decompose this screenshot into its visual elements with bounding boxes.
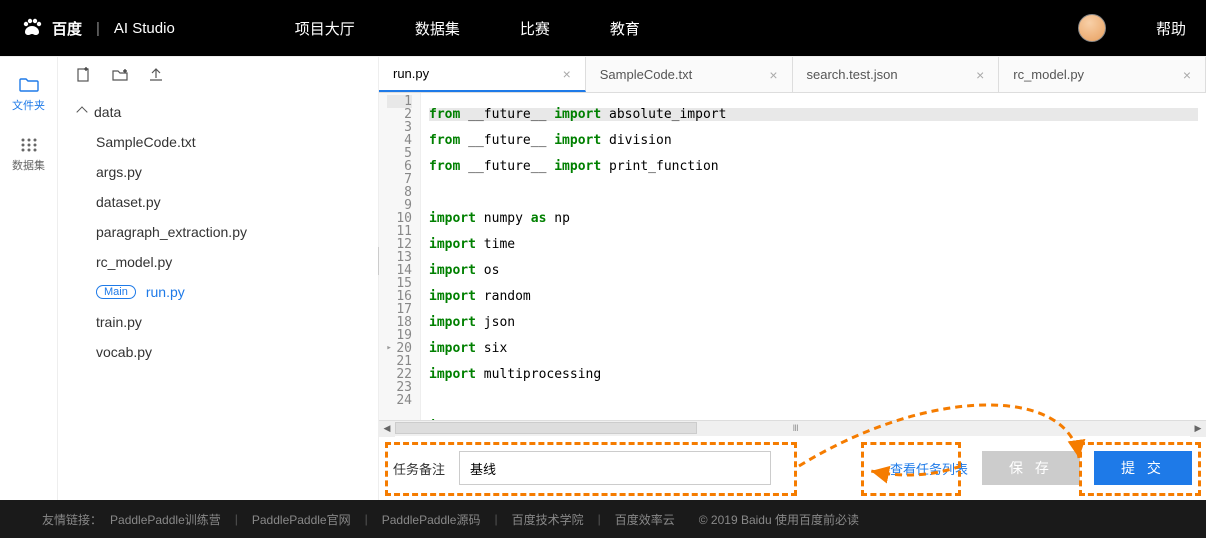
grid-icon [19, 137, 39, 153]
close-icon[interactable]: × [1183, 67, 1191, 83]
nav-datasets[interactable]: 数据集 [415, 18, 460, 39]
footer-link[interactable]: PaddlePaddle训练营 [110, 511, 221, 528]
nav-projects[interactable]: 项目大厅 [295, 18, 355, 39]
footer-link[interactable]: 百度效率云 [615, 511, 675, 528]
editor-tabs: run.py× SampleCode.txt× search.test.json… [379, 57, 1206, 93]
folder-data[interactable]: data [74, 97, 362, 127]
top-nav: 项目大厅 数据集 比赛 教育 [295, 18, 640, 39]
footer-link[interactable]: PaddlePaddle源码 [382, 511, 481, 528]
new-folder-icon[interactable] [112, 67, 128, 83]
nav-competition[interactable]: 比赛 [520, 18, 550, 39]
main-badge: Main [96, 285, 136, 299]
help-link[interactable]: 帮助 [1156, 18, 1186, 39]
upload-icon[interactable] [148, 67, 164, 83]
action-bar: 任务备注 查看任务列表 保 存 提 交 [379, 436, 1206, 500]
file-item[interactable]: SampleCode.txt [74, 127, 362, 157]
editor-panel: ◀ run.py× SampleCode.txt× search.test.js… [378, 57, 1206, 500]
left-rail: 文件夹 数据集 [0, 57, 58, 500]
footer-link[interactable]: PaddlePaddle官网 [252, 511, 351, 528]
tab-search-json[interactable]: search.test.json× [793, 57, 1000, 92]
footer: 友情链接： PaddlePaddle训练营| PaddlePaddle官网| P… [0, 500, 1206, 538]
file-panel: data SampleCode.txt args.py dataset.py p… [58, 57, 378, 500]
brand-separator: | [96, 20, 100, 37]
close-icon[interactable]: × [563, 66, 571, 82]
line-gutter: 123456789101112131415161718192021222324 [379, 93, 421, 420]
submit-button[interactable]: 提 交 [1094, 451, 1192, 485]
file-item-main[interactable]: Mainrun.py [74, 277, 362, 307]
code-editor[interactable]: 123456789101112131415161718192021222324 … [379, 93, 1206, 420]
file-toolbar [58, 57, 378, 93]
file-item[interactable]: rc_model.py [74, 247, 362, 277]
file-item[interactable]: train.py [74, 307, 362, 337]
scroll-right-icon[interactable]: ▶ [1190, 421, 1206, 437]
file-item[interactable]: paragraph_extraction.py [74, 217, 362, 247]
file-item[interactable]: vocab.py [74, 337, 362, 367]
scroll-handle[interactable] [395, 422, 697, 434]
top-bar: 百度 | AI Studio 项目大厅 数据集 比赛 教育 帮助 [0, 0, 1206, 56]
baidu-paw-icon [20, 16, 44, 40]
save-button[interactable]: 保 存 [982, 451, 1080, 485]
footer-link[interactable]: 百度技术学院 [512, 511, 584, 528]
code-content: from __future__ import absolute_import f… [421, 93, 1206, 420]
remark-label: 任务备注 [393, 459, 445, 478]
tab-samplecode[interactable]: SampleCode.txt× [586, 57, 793, 92]
chevron-icon [76, 106, 87, 117]
file-item[interactable]: args.py [74, 157, 362, 187]
tab-rc-model[interactable]: rc_model.py× [999, 57, 1206, 92]
horizontal-scrollbar[interactable]: ◀ Ⅲ ▶ [379, 420, 1206, 436]
brand-cn: 百度 [52, 18, 82, 39]
footer-copyright: © 2019 Baidu 使用百度前必读 [699, 511, 859, 528]
new-file-icon[interactable] [76, 67, 92, 83]
file-item[interactable]: dataset.py [74, 187, 362, 217]
nav-education[interactable]: 教育 [610, 18, 640, 39]
file-tree: data SampleCode.txt args.py dataset.py p… [58, 93, 378, 367]
brand-suffix: AI Studio [114, 20, 175, 37]
rail-files[interactable]: 文件夹 [12, 77, 45, 113]
remark-input[interactable] [459, 451, 771, 485]
tab-run-py[interactable]: run.py× [379, 57, 586, 92]
avatar[interactable] [1078, 14, 1106, 42]
scroll-left-icon[interactable]: ◀ [379, 421, 395, 437]
close-icon[interactable]: × [769, 67, 777, 83]
view-tasks-link[interactable]: 查看任务列表 [890, 459, 968, 478]
logo[interactable]: 百度 | AI Studio [20, 16, 175, 40]
folder-icon [19, 77, 39, 93]
close-icon[interactable]: × [976, 67, 984, 83]
footer-label: 友情链接： [42, 511, 102, 528]
rail-datasets[interactable]: 数据集 [12, 137, 45, 173]
